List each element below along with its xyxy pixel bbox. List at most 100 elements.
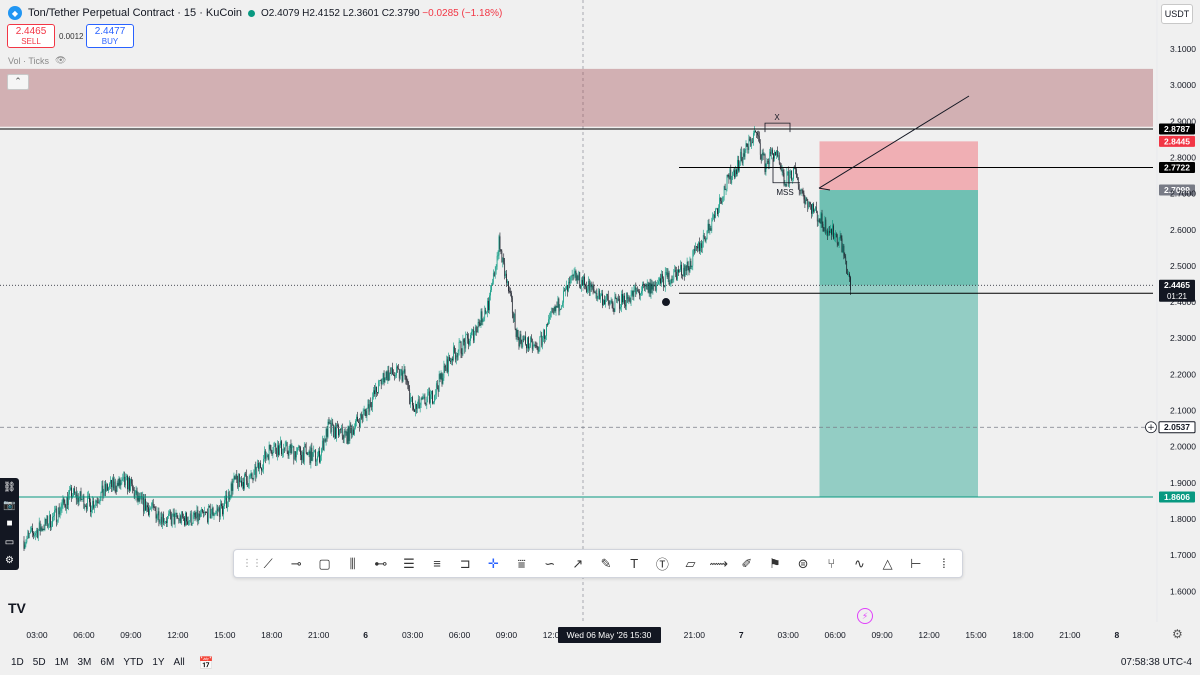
candle-body <box>641 291 642 294</box>
supply-zone[interactable] <box>0 68 1153 127</box>
range-3m[interactable]: 3M <box>77 657 92 668</box>
collapse-legend-button[interactable]: ⌃ <box>7 74 29 90</box>
candle-body <box>610 300 612 302</box>
candle-body <box>49 514 50 525</box>
candle-body <box>355 420 356 428</box>
triangle-icon[interactable]: △ <box>882 555 893 571</box>
curve-icon[interactable]: ∽ <box>544 555 556 571</box>
anchored-text-icon[interactable]: Ⓣ <box>655 557 669 572</box>
y-tick-label: 1.7000 <box>1170 550 1196 560</box>
swing-high-bracket[interactable] <box>764 122 791 133</box>
candle-body <box>849 273 850 278</box>
candle-body <box>198 513 200 521</box>
volume-indicator-legend[interactable]: Vol · Ticks 👁 <box>8 55 66 66</box>
settings-icon[interactable]: ⚙ <box>1172 627 1183 641</box>
candle-body <box>624 295 625 305</box>
mss-bracket[interactable] <box>772 157 800 184</box>
fib-fan-icon[interactable]: ⊜ <box>797 555 809 571</box>
range-ytd[interactable]: YTD <box>123 657 144 668</box>
candle-body <box>63 498 65 503</box>
trend-line-icon[interactable]: ⟋ <box>263 555 273 571</box>
range-1y[interactable]: 1Y <box>152 657 165 668</box>
candle-body <box>94 501 96 506</box>
candle-body <box>570 277 572 280</box>
candle-body <box>734 170 735 178</box>
candle-body <box>467 334 468 339</box>
eye-icon[interactable]: 👁 <box>55 55 67 65</box>
drag-handle-icon[interactable]: ⋮⋮ <box>242 558 262 569</box>
trend-arrow-stub <box>818 187 831 191</box>
flag-icon[interactable]: ⚑ <box>769 555 781 571</box>
x-tick-label: 06:00 <box>825 630 847 640</box>
parallel-channel-icon[interactable]: ≡ <box>433 556 441 571</box>
position-profit-filled[interactable] <box>819 190 979 286</box>
candle-body <box>65 507 67 509</box>
candle-body <box>822 224 824 228</box>
candle-body <box>524 336 525 340</box>
layers-icon[interactable]: ▭ <box>4 536 15 548</box>
candle-body <box>229 497 231 500</box>
range-6m[interactable]: 6M <box>100 657 115 668</box>
buy-button[interactable]: 2.4477 BUY <box>86 24 134 48</box>
horizontal-ray-icon[interactable]: ⊷ <box>374 555 388 571</box>
candle-body <box>632 290 634 297</box>
comment-icon[interactable]: ▱ <box>685 555 696 571</box>
candle-body <box>218 507 220 511</box>
position-target-zone[interactable] <box>819 285 979 498</box>
more-icon[interactable]: ⁞ <box>942 556 946 571</box>
candle-body <box>508 281 509 292</box>
candle-body <box>372 397 373 407</box>
trend-arrow-line[interactable] <box>818 95 970 189</box>
text-icon[interactable]: T <box>630 556 639 571</box>
candle-body <box>539 336 541 351</box>
candle-body <box>834 233 836 238</box>
position-stop-zone[interactable] <box>819 141 979 191</box>
candle-body <box>547 324 548 325</box>
sell-button[interactable]: 2.4465 SELL <box>7 24 55 48</box>
candle-body <box>751 141 753 146</box>
candle-body <box>64 502 66 508</box>
tradingview-logo-icon[interactable]: TV <box>8 600 26 616</box>
pitchfork-icon[interactable]: ⑂ <box>827 556 836 571</box>
candle-body <box>427 392 429 399</box>
path-icon[interactable]: ⟿ <box>709 555 728 571</box>
callout-icon[interactable]: ⊐ <box>459 555 471 571</box>
lightning-icon[interactable]: ⚡ <box>857 608 873 624</box>
rectangle-icon[interactable]: ▢ <box>318 555 331 571</box>
calendar-icon[interactable]: 📅 <box>198 655 214 670</box>
candle-body <box>739 151 741 162</box>
elliott-wave-icon[interactable]: ∿ <box>853 555 865 571</box>
candle-body <box>456 355 458 358</box>
range-icon[interactable]: ⊢ <box>910 555 922 571</box>
range-1m[interactable]: 1M <box>54 657 69 668</box>
gear-icon[interactable]: ⚙ <box>5 555 14 567</box>
link-icon[interactable]: ⛓ <box>3 481 16 493</box>
candle-body <box>837 243 839 245</box>
brush-icon[interactable]: ✎ <box>600 555 612 571</box>
candles-icon[interactable]: ⫼ <box>349 555 356 571</box>
range-all[interactable]: All <box>173 657 185 668</box>
video-icon[interactable]: ■ <box>6 518 13 530</box>
add-alert-icon[interactable] <box>1145 421 1157 434</box>
range-5d[interactable]: 5D <box>32 657 46 668</box>
camera-icon[interactable]: 📷 <box>3 500 16 512</box>
currency-selector[interactable]: USDT <box>1161 4 1193 24</box>
price-tag-2.7099 <box>1159 184 1195 196</box>
candle-body <box>159 522 161 523</box>
candle-body <box>659 278 660 282</box>
fib-extension-icon[interactable]: ⩸ <box>517 555 526 571</box>
range-1d[interactable]: 1D <box>11 657 24 668</box>
candle-body <box>177 517 179 519</box>
arrow-icon[interactable]: ↗ <box>572 555 584 571</box>
symbol-title[interactable]: Ton/Tether Perpetual Contract · 15 · KuC… <box>28 7 243 19</box>
candle-body <box>433 402 434 404</box>
candle-body <box>294 451 296 460</box>
ray-icon[interactable]: ⊸ <box>290 555 302 571</box>
pen-icon[interactable]: ✐ <box>741 555 753 571</box>
fib-retracement-icon[interactable]: ☰ <box>403 555 415 571</box>
candle-body <box>68 494 69 506</box>
crosshair-icon[interactable]: ✛ <box>487 555 499 571</box>
mss-label: MSS <box>776 188 793 197</box>
event-marker-icon[interactable] <box>662 298 670 307</box>
